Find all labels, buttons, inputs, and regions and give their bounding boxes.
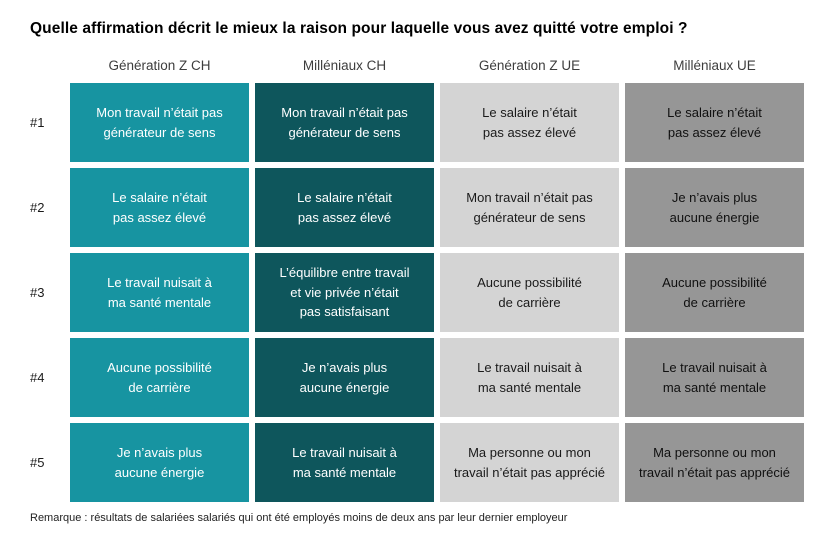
footnote: Remarque : résultats de salariées salari… — [30, 512, 568, 524]
ranking-table: #1 Mon travail n’était pas générateur de… — [28, 83, 804, 502]
table-cell: Le salaire n’était pas assez élevé — [625, 83, 804, 162]
rank-label: #5 — [30, 455, 45, 470]
table-cell: Le salaire n’était pas assez élevé — [70, 168, 249, 247]
table-cell: L’équilibre entre travail et vie privée … — [255, 253, 434, 332]
corner-spacer — [28, 58, 64, 75]
table-cell: Mon travail n’était pas générateur de se… — [255, 83, 434, 162]
rank-label: #1 — [30, 115, 45, 130]
table-cell: Je n’avais plus aucune énergie — [625, 168, 804, 247]
infographic: Quelle affirmation décrit le mieux la ra… — [28, 20, 804, 524]
column-header-milleniaux-ue: Milléniaux UE — [673, 58, 756, 73]
rank-label: #3 — [30, 285, 45, 300]
table-cell: Aucune possibilité de carrière — [625, 253, 804, 332]
table-cell: Mon travail n’était pas générateur de se… — [440, 168, 619, 247]
table-cell: Le salaire n’était pas assez élevé — [440, 83, 619, 162]
table-cell: Mon travail n’était pas générateur de se… — [70, 83, 249, 162]
table-cell: Ma personne ou mon travail n’était pas a… — [440, 423, 619, 502]
table-cell: Je n’avais plus aucune énergie — [70, 423, 249, 502]
table-cell: Le salaire n’était pas assez élevé — [255, 168, 434, 247]
rank-label: #4 — [30, 370, 45, 385]
rank-label: #2 — [30, 200, 45, 215]
column-header-generation-z-ue: Génération Z UE — [478, 58, 581, 73]
table-cell: Le travail nuisait à ma santé mentale — [625, 338, 804, 417]
page-title: Quelle affirmation décrit le mieux la ra… — [30, 20, 688, 37]
column-header-generation-z-ch: Génération Z CH — [108, 58, 211, 73]
table-cell: Le travail nuisait à ma santé mentale — [70, 253, 249, 332]
table-cell: Ma personne ou mon travail n’était pas a… — [625, 423, 804, 502]
table-cell: Aucune possibilité de carrière — [70, 338, 249, 417]
table-cell: Le travail nuisait à ma santé mentale — [255, 423, 434, 502]
table-cell: Je n’avais plus aucune énergie — [255, 338, 434, 417]
table-cell: Le travail nuisait à ma santé mentale — [440, 338, 619, 417]
column-header-milleniaux-ch: Milléniaux CH — [302, 58, 387, 73]
table-cell: Aucune possibilité de carrière — [440, 253, 619, 332]
column-headers: Génération Z CH Milléniaux CH Génération… — [28, 58, 804, 75]
